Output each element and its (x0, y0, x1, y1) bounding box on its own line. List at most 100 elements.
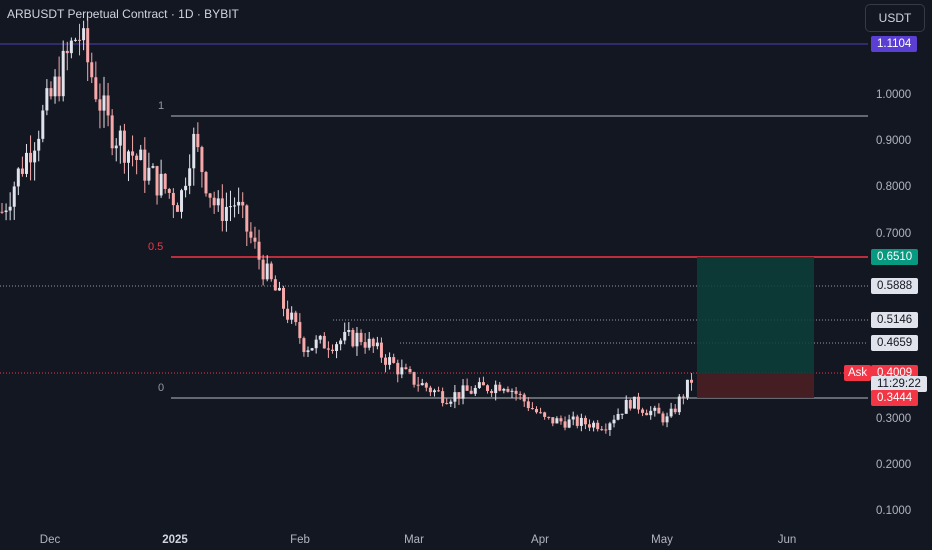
candle-body (534, 408, 538, 413)
candle-body (620, 413, 624, 415)
candle-body (632, 396, 636, 409)
y-tick: 1.0000 (876, 89, 912, 101)
candle-body (237, 201, 241, 206)
candle-body (567, 419, 571, 428)
candle-body (636, 396, 640, 410)
position-target-zone[interactable] (697, 257, 814, 373)
candle-body (539, 412, 543, 414)
candle-body (547, 416, 551, 418)
candle-body (445, 403, 449, 405)
x-tick: 2025 (162, 534, 188, 546)
position-stop-zone[interactable] (697, 373, 814, 398)
candle-body (616, 413, 620, 420)
y-tick: 0.7000 (876, 228, 912, 240)
candle-body (33, 150, 37, 163)
candle-body (604, 429, 608, 431)
candle-body (65, 50, 69, 54)
candle-body (677, 396, 681, 413)
x-tick: Feb (290, 534, 310, 546)
candle-body (486, 385, 490, 392)
candle-body (184, 185, 188, 191)
candle-body (510, 390, 514, 392)
candle-body (196, 133, 200, 148)
candle-body (490, 391, 494, 394)
candle-body (273, 279, 277, 291)
candle-body (612, 419, 616, 424)
candle-body (347, 329, 351, 332)
candle-body (94, 77, 98, 100)
candle-body (494, 384, 498, 394)
candle-body (628, 399, 632, 409)
candle-body (351, 329, 355, 347)
candle-body (543, 412, 547, 417)
candle-body (441, 391, 445, 404)
candle-countdown: 11:29:22 (871, 376, 927, 392)
y-tick: 0.9000 (876, 135, 912, 147)
candle-body (269, 263, 273, 280)
candle-body (685, 379, 689, 398)
candle-body (98, 99, 102, 111)
candle-body (526, 401, 530, 409)
candle-body (608, 423, 612, 430)
candle-body (306, 350, 310, 353)
candle-body (0, 211, 4, 213)
candle-body (673, 408, 677, 413)
candle-body (253, 237, 257, 242)
x-tick: Jun (777, 534, 797, 546)
candle-body (465, 385, 469, 391)
fib-label-0: 0 (158, 382, 165, 394)
candle-body (204, 172, 208, 194)
candle-body (343, 331, 347, 341)
currency-unit-button[interactable]: USDT (865, 4, 925, 32)
candle-body (139, 149, 143, 160)
candle-body (106, 95, 110, 116)
candle-body (322, 335, 326, 349)
price-tag-dotted-b: 0.5146 (871, 312, 919, 328)
candle-body (457, 392, 461, 399)
candle-body (412, 372, 416, 385)
candle-body (363, 342, 367, 348)
candle-body (690, 379, 694, 383)
candle-body (367, 338, 371, 348)
candle-body (310, 348, 314, 351)
candle-body (294, 312, 298, 323)
candle-body (559, 418, 563, 422)
candle-body (453, 392, 457, 402)
candle-body (437, 390, 441, 392)
price-tag-fib-half: 0.6510 (871, 249, 919, 265)
candle-body (461, 385, 465, 399)
candle-body (167, 188, 171, 193)
candle-body (188, 168, 192, 186)
candle-body (24, 152, 28, 174)
price-tag-top: 1.1104 (871, 36, 918, 52)
candle-body (379, 342, 383, 358)
candle-body (277, 287, 281, 291)
candle-body (506, 388, 510, 392)
candle-body (416, 384, 420, 386)
candle-body (290, 312, 294, 320)
candle-body (175, 205, 179, 212)
candle-body (192, 133, 196, 169)
candle-body (583, 417, 587, 425)
candle-body (8, 206, 12, 211)
candle-body (82, 28, 86, 41)
price-tag-stop: 0.3444 (871, 390, 919, 406)
candle-body (375, 342, 379, 347)
candle-body (477, 382, 481, 388)
candle-body (245, 205, 249, 232)
candle-body (122, 130, 126, 163)
candle-body (12, 186, 16, 207)
candle-body (298, 322, 302, 339)
candle-body (596, 422, 600, 430)
candle-body (110, 115, 114, 149)
candle-body (551, 417, 555, 424)
candle-body (159, 173, 163, 196)
candle-body (449, 401, 453, 404)
fib-label-1: 1 (158, 100, 165, 112)
candle-body (286, 308, 290, 320)
candle-body (681, 396, 685, 398)
fib-label-05: 0.5 (148, 241, 164, 253)
candle-body (131, 151, 135, 156)
y-tick: 0.2000 (876, 459, 912, 471)
